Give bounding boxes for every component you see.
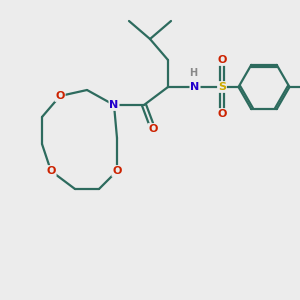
Text: O: O	[46, 166, 56, 176]
Text: N: N	[190, 82, 200, 92]
Text: O: O	[217, 55, 227, 65]
Text: O: O	[217, 109, 227, 119]
Text: H: H	[189, 68, 198, 79]
Text: S: S	[218, 82, 226, 92]
Text: N: N	[110, 100, 118, 110]
Text: O: O	[55, 91, 65, 101]
Text: O: O	[112, 166, 122, 176]
Text: O: O	[148, 124, 158, 134]
